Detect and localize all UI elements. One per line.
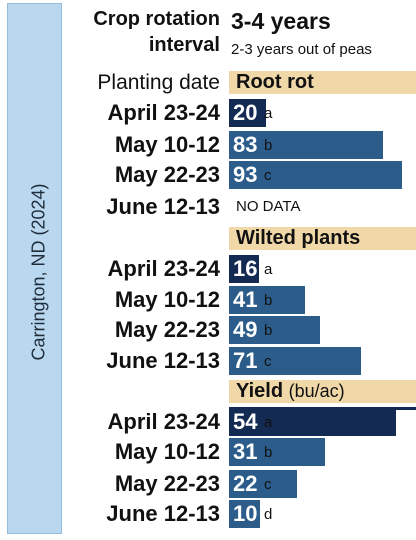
bar: 49 b bbox=[229, 316, 320, 344]
significance-letter: b bbox=[264, 444, 273, 461]
crop-rotation-label-line2: interval bbox=[148, 34, 220, 56]
category-label: June 12-13 bbox=[106, 348, 220, 373]
panel-header-band: Yield (bu/ac) bbox=[229, 380, 416, 403]
significance-letter: d bbox=[264, 506, 273, 523]
panel-title: Wilted plants bbox=[236, 227, 360, 250]
bar: 10 d bbox=[229, 500, 272, 528]
bar: 22 c bbox=[229, 470, 297, 498]
significance-letter: c bbox=[264, 167, 272, 184]
data-label: 83 bbox=[233, 132, 258, 157]
category-label: April 23-24 bbox=[107, 409, 221, 434]
location-sidebar: Carrington, ND (2024) bbox=[7, 3, 62, 534]
crop-rotation-value: 3-4 years bbox=[231, 8, 331, 34]
divider bbox=[229, 407, 416, 410]
panel-title-text: Root rot bbox=[236, 71, 314, 93]
crop-rotation-subvalue: 2-3 years out of peas bbox=[231, 41, 372, 58]
panel-title-text: Wilted plants bbox=[236, 227, 361, 249]
bar: 93 c bbox=[229, 161, 402, 189]
significance-letter: a bbox=[264, 261, 273, 278]
significance-letter: c bbox=[264, 476, 272, 493]
crop-rotation-label-line1: Crop rotation bbox=[93, 8, 220, 30]
panel-title: Root rot bbox=[236, 71, 314, 94]
bar: 41 b bbox=[229, 286, 305, 314]
panel-unit: (bu/ac) bbox=[288, 381, 345, 401]
category-label: April 23-24 bbox=[107, 256, 221, 281]
category-label: April 23-24 bbox=[107, 100, 221, 125]
bar: 54 a bbox=[229, 408, 396, 436]
bar: 31 b bbox=[229, 438, 325, 466]
data-label: 22 bbox=[233, 471, 258, 496]
data-label: 20 bbox=[233, 100, 258, 125]
category-label: May 10-12 bbox=[114, 132, 220, 157]
significance-letter: a bbox=[264, 105, 273, 122]
significance-letter: a bbox=[264, 414, 273, 431]
bar: 16 a bbox=[229, 255, 272, 283]
data-label: 49 bbox=[233, 317, 258, 342]
data-label: 10 bbox=[233, 501, 258, 526]
category-label: May 22-23 bbox=[114, 162, 220, 187]
category-label: June 12-13 bbox=[106, 501, 220, 526]
planting-date-header: Planting date bbox=[97, 71, 220, 94]
data-label: 93 bbox=[233, 162, 258, 187]
data-label: 54 bbox=[233, 409, 258, 434]
no-data-label: NO DATA bbox=[236, 198, 301, 215]
category-label: May 10-12 bbox=[114, 439, 220, 464]
panel-title: Yield (bu/ac) bbox=[236, 380, 345, 403]
bar: 71 c bbox=[229, 347, 361, 375]
significance-letter: b bbox=[264, 292, 273, 309]
significance-letter: b bbox=[264, 137, 273, 154]
panel-header-band: Wilted plants bbox=[229, 227, 416, 250]
panel-header-band: Root rot bbox=[229, 71, 416, 94]
category-label: May 10-12 bbox=[114, 287, 220, 312]
location-label: Carrington, ND (2024) bbox=[28, 183, 49, 361]
category-label: May 22-23 bbox=[114, 471, 220, 496]
data-label: 31 bbox=[233, 439, 258, 464]
panel-title-text: Yield bbox=[236, 380, 284, 402]
significance-letter: c bbox=[264, 353, 272, 370]
data-label: 41 bbox=[233, 287, 258, 312]
category-label: June 12-13 bbox=[106, 194, 220, 219]
significance-letter: b bbox=[264, 322, 273, 339]
bar: 83 b bbox=[229, 131, 383, 159]
category-label: May 22-23 bbox=[114, 317, 220, 342]
data-label: 71 bbox=[233, 348, 258, 373]
bar: 20 a bbox=[229, 99, 272, 127]
data-label: 16 bbox=[233, 256, 258, 281]
